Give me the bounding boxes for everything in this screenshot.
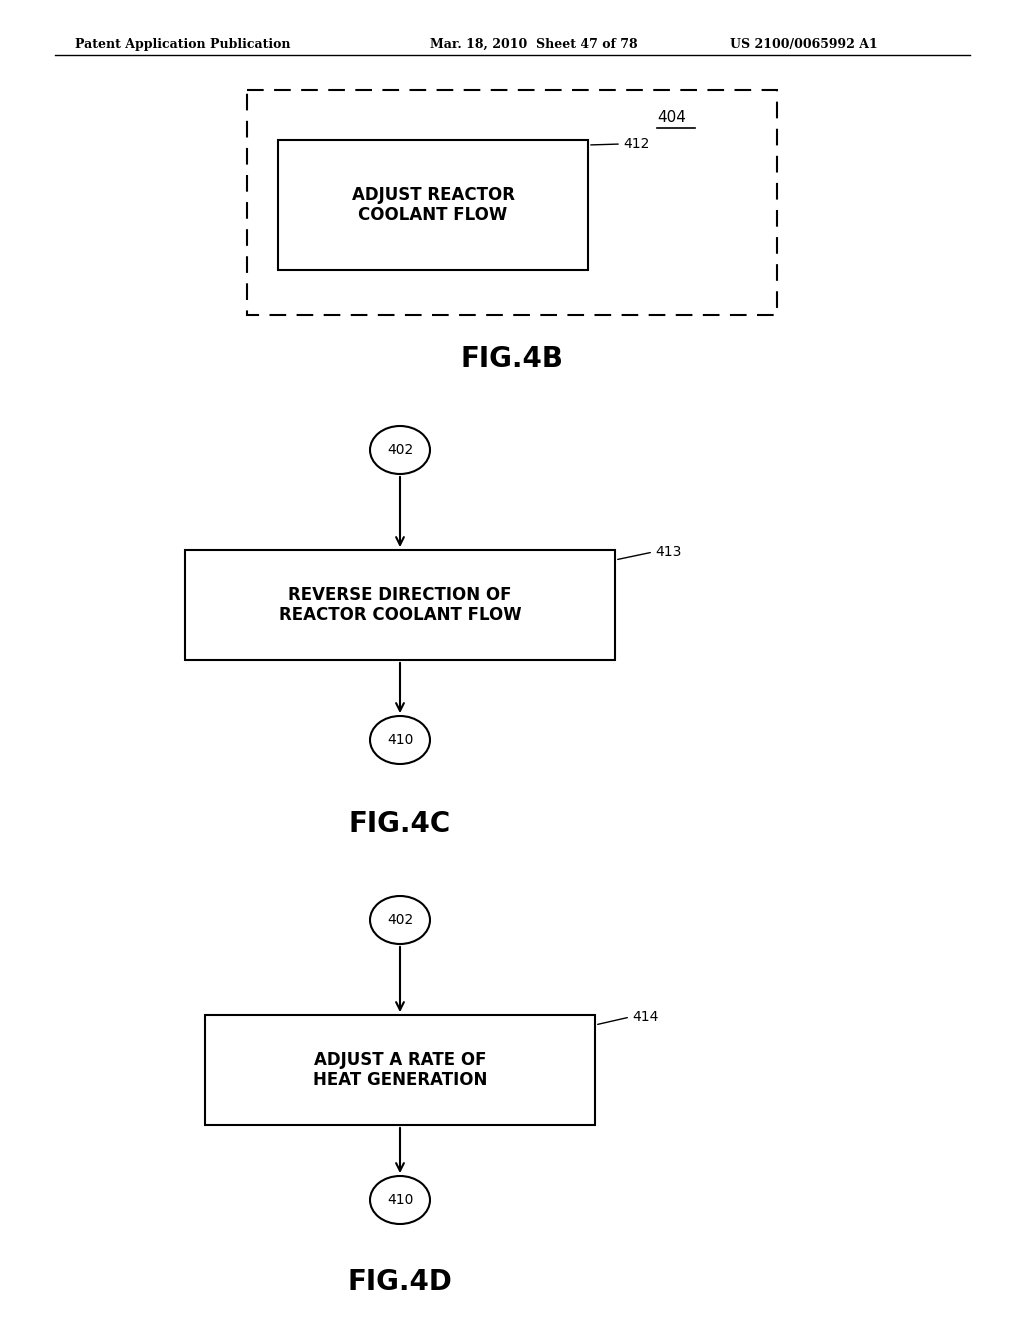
Text: 410: 410 (387, 733, 414, 747)
Text: 413: 413 (655, 545, 681, 558)
Bar (205, 1015, 595, 1125)
Text: REVERSE DIRECTION OF
REACTOR COOLANT FLOW: REVERSE DIRECTION OF REACTOR COOLANT FLO… (279, 586, 521, 624)
Text: 402: 402 (387, 913, 413, 927)
Text: ADJUST REACTOR
COOLANT FLOW: ADJUST REACTOR COOLANT FLOW (351, 186, 514, 224)
Text: 414: 414 (632, 1010, 658, 1024)
Text: US 2100/0065992 A1: US 2100/0065992 A1 (730, 38, 878, 51)
Text: Mar. 18, 2010  Sheet 47 of 78: Mar. 18, 2010 Sheet 47 of 78 (430, 38, 638, 51)
Bar (247, 90, 777, 315)
Text: Patent Application Publication: Patent Application Publication (75, 38, 291, 51)
Bar (185, 550, 615, 660)
Text: ADJUST A RATE OF
HEAT GENERATION: ADJUST A RATE OF HEAT GENERATION (312, 1051, 487, 1089)
Text: FIG.4C: FIG.4C (349, 810, 452, 838)
Text: FIG.4B: FIG.4B (461, 345, 563, 374)
Text: 412: 412 (623, 137, 649, 150)
Bar (278, 140, 588, 271)
Text: 404: 404 (657, 110, 686, 125)
Text: FIG.4D: FIG.4D (347, 1269, 453, 1296)
Text: 402: 402 (387, 444, 413, 457)
Text: 410: 410 (387, 1193, 414, 1206)
